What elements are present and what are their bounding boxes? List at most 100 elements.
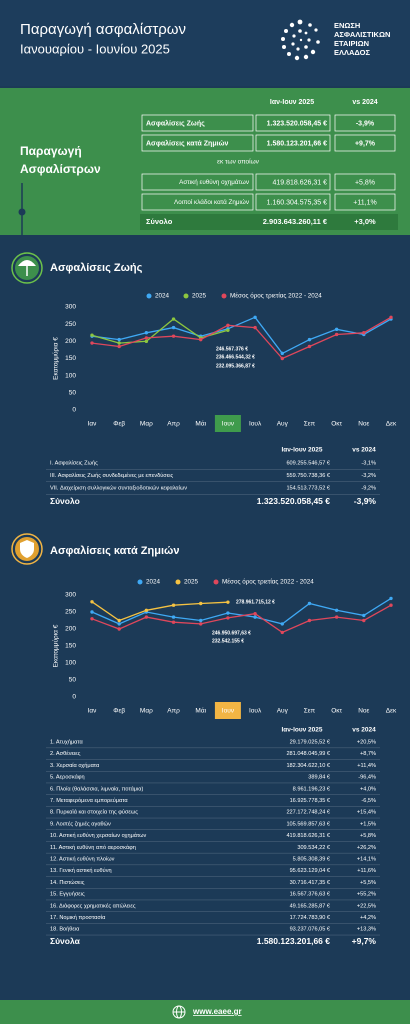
- y-tick-label: 100: [65, 660, 76, 667]
- footer-band: [0, 1000, 410, 1024]
- data-point: [117, 337, 121, 342]
- data-point: [226, 328, 230, 333]
- timeline-dot: [18, 208, 26, 216]
- row-value: 16.925.778,35 €: [290, 798, 331, 804]
- y-axis-label: Εκατομμύρια €: [52, 337, 60, 380]
- footer-url[interactable]: www.eaee.gr: [192, 1007, 242, 1016]
- data-point: [226, 323, 230, 328]
- legend-dot: [175, 579, 181, 585]
- data-point: [253, 315, 257, 319]
- row-value: 154.513.773,52 €: [286, 485, 330, 491]
- x-tick-label: Οκτ: [331, 421, 342, 428]
- row-label: 14. Πιστώσεις: [50, 880, 85, 886]
- series-line: [91, 316, 392, 355]
- row-label: 18. Βοήθεια: [50, 926, 80, 933]
- data-point: [199, 622, 203, 626]
- x-tick-label: Ιαν: [88, 421, 97, 428]
- row-label: 6. Πλοία (θαλάσσια, λιμναία, ποτάμια): [50, 785, 144, 792]
- x-tick-label: Μάι: [195, 420, 206, 428]
- row-label: VII. Διαχείριση συλλογικών συνταξιοδοτικ…: [50, 485, 187, 491]
- cell: [141, 193, 254, 211]
- row-change: -3,2%: [361, 473, 376, 479]
- annotation: 246.950.697,63 €: [212, 630, 251, 636]
- cell: [255, 134, 331, 152]
- row-change: +5,8%: [355, 179, 375, 186]
- row-change: +11,6%: [357, 868, 376, 874]
- chart-title: Ασφαλίσεις Ζωής: [50, 262, 143, 274]
- row-label: 17. Νομική προστασία: [50, 914, 106, 921]
- total-change: +3,0%: [354, 217, 376, 226]
- row-value: 389,84 €: [308, 775, 331, 781]
- row-change: +13,3%: [357, 927, 376, 933]
- legend-dot: [146, 293, 152, 299]
- annotation: 232.542.155 €: [212, 638, 244, 644]
- x-tick-label: Μαρ: [140, 708, 153, 715]
- chart-title: Ασφαλίσεις κατά Ζημιών: [50, 545, 179, 557]
- row-label: III. Ασφαλίσεις Ζωής συνδεδεμένες με επε…: [50, 472, 173, 479]
- row-change: +11,4%: [357, 763, 376, 769]
- data-point: [334, 615, 339, 619]
- row-label: 12. Αστική ευθύνη πλοίων: [50, 855, 115, 862]
- cell: [334, 193, 396, 211]
- y-tick-label: 100: [65, 372, 76, 379]
- total-value: 1.323.520.058,45 €: [257, 496, 331, 506]
- annotation: 246.567.376 €: [216, 346, 248, 352]
- row-change: +9,7%: [355, 140, 376, 147]
- row-change: -96,4%: [358, 775, 376, 781]
- row-value: 609.255.546,57 €: [286, 460, 330, 466]
- col-header: vs 2024: [352, 727, 376, 734]
- data-point: [199, 337, 203, 342]
- y-tick-label: 200: [65, 626, 76, 633]
- series-line: [91, 316, 392, 360]
- x-tick-label: Σεπ: [304, 421, 316, 428]
- row-label: 9. Λοιπές ζημιές αγαθών: [50, 820, 111, 827]
- subheading: εκ των οποίων: [217, 158, 259, 166]
- series-line: [91, 601, 228, 622]
- col-header: vs 2024: [352, 447, 376, 454]
- header-band: [0, 0, 410, 86]
- page-title: Παραγωγή ασφαλίστρων: [20, 21, 186, 38]
- data-point: [334, 327, 339, 332]
- x-tick-label: Ιουν: [222, 708, 234, 715]
- total-value: 1.580.123.201,66 €: [257, 936, 331, 946]
- total-label: Σύνολα: [50, 936, 81, 946]
- x-tick-label: Σεπ: [304, 708, 316, 715]
- data-point: [389, 596, 393, 601]
- row-change: +11,1%: [353, 199, 376, 206]
- logo-mark: [281, 19, 320, 61]
- row-value: 419.818.626,31 €: [273, 179, 328, 186]
- data-point: [389, 315, 393, 319]
- x-tick-label: Ιουλ: [249, 421, 262, 428]
- legend-label: 2025: [192, 293, 207, 300]
- data-point: [307, 618, 312, 623]
- total-change: +9,7%: [352, 936, 377, 946]
- data-point: [307, 344, 312, 349]
- row-change: +5,5%: [360, 880, 376, 886]
- summary-band: [0, 88, 410, 235]
- data-point: [117, 344, 121, 349]
- data-point: [171, 334, 176, 338]
- total-value: 2.903.643.260,11 €: [263, 217, 328, 226]
- y-tick-label: 300: [65, 304, 76, 311]
- data-point: [307, 601, 312, 606]
- row-label: I. Ασφαλίσεις Ζωής: [50, 459, 98, 466]
- row-label: 7. Μεταφερόμενα εμπορεύματα: [50, 797, 128, 804]
- highlight-box: [214, 415, 241, 432]
- life-icon: [11, 252, 43, 284]
- row-value: 281.048.045,99 €: [286, 751, 330, 757]
- row-value: 8.961.196,23 €: [293, 786, 331, 792]
- row-value: 49.165.285,87 €: [290, 903, 331, 909]
- data-point: [253, 612, 257, 616]
- logo-text: ΕΛΛΑΔΟΣ: [334, 48, 370, 57]
- data-point: [334, 332, 339, 337]
- y-tick-label: 0: [72, 407, 76, 414]
- row-label: 11. Αστική ευθύνη από αεροσκάφη: [50, 844, 136, 851]
- row-label: 5. Αεροσκάφη: [50, 774, 85, 781]
- cell: [334, 134, 396, 152]
- data-point: [90, 333, 94, 337]
- data-point: [144, 331, 149, 335]
- row-change: -9,2%: [361, 485, 376, 491]
- cell: [255, 173, 331, 191]
- y-tick-label: 0: [72, 694, 76, 701]
- data-point: [226, 600, 230, 604]
